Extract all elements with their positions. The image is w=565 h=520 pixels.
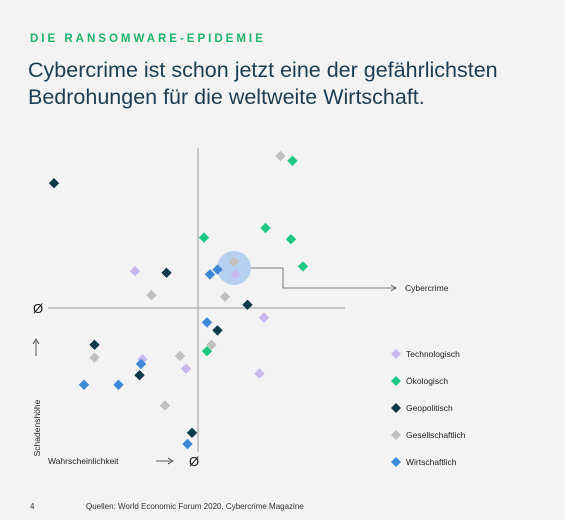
legend-marker <box>391 430 401 440</box>
y-origin-label: Ø <box>33 301 43 316</box>
legend-label: Technologisch <box>406 349 460 359</box>
data-point <box>174 350 186 362</box>
page-number: 4 <box>30 502 35 511</box>
legend-marker <box>391 457 401 467</box>
data-point <box>275 150 286 162</box>
data-point <box>254 368 265 379</box>
x-axis-arrow-head <box>167 457 174 465</box>
data-point <box>113 379 124 390</box>
data-point <box>89 352 100 363</box>
y-axis-label: Schadenshöhe <box>32 399 42 456</box>
data-point <box>242 299 253 310</box>
data-point <box>219 291 231 302</box>
data-point <box>134 370 145 381</box>
legend-marker <box>391 403 401 413</box>
legend-label: Geopolitisch <box>406 403 453 413</box>
data-point <box>260 222 271 234</box>
kicker: DIE RANSOMWARE-EPIDEMIE <box>30 33 266 45</box>
data-point <box>201 317 213 328</box>
data-point <box>182 438 193 450</box>
legend-marker <box>391 376 401 386</box>
data-point <box>230 269 241 280</box>
data-point <box>297 261 309 272</box>
data-point <box>89 339 100 350</box>
data-point <box>201 346 213 357</box>
data-point <box>180 363 192 374</box>
data-point <box>258 312 270 323</box>
legend-marker <box>391 349 401 359</box>
legend-label: Wirtschaftlich <box>406 457 457 467</box>
data-point <box>287 155 298 166</box>
data-point <box>186 427 198 438</box>
data-point <box>212 264 223 275</box>
data-point <box>212 325 223 336</box>
data-point <box>228 256 240 267</box>
source-note: Quellen: World Economic Forum 2020, Cybe… <box>86 502 304 511</box>
data-point <box>161 267 172 278</box>
footer: 4 Quellen: World Economic Forum 2020, Cy… <box>30 502 304 511</box>
legend-label: Ökologisch <box>406 376 448 386</box>
x-origin-label: Ø <box>189 454 199 469</box>
data-point <box>48 178 60 189</box>
data-point <box>129 266 141 277</box>
x-axis-label: Wahrscheinlichkeit <box>48 456 119 466</box>
page-title: Cybercrime ist schon jetzt eine der gefä… <box>28 57 548 111</box>
legend-label: Gesellschaftlich <box>406 430 466 440</box>
title-line-1: Cybercrime ist schon jetzt eine der gefä… <box>28 58 498 82</box>
y-axis-arrow-head <box>32 338 40 345</box>
data-point <box>206 339 217 350</box>
annotation-label: Cybercrime <box>405 283 449 293</box>
cybercrime-highlight <box>217 251 251 285</box>
annotation-arrow-head <box>390 284 397 292</box>
data-point <box>204 269 216 280</box>
title-line-2: Bedrohungen für die weltweite Wirtschaft… <box>28 85 425 109</box>
data-point <box>159 400 171 411</box>
data-point <box>78 379 90 390</box>
data-point <box>146 290 157 301</box>
data-point <box>198 232 210 243</box>
data-point <box>285 234 297 245</box>
annotation-leader-line <box>251 267 395 289</box>
data-point <box>135 358 147 370</box>
